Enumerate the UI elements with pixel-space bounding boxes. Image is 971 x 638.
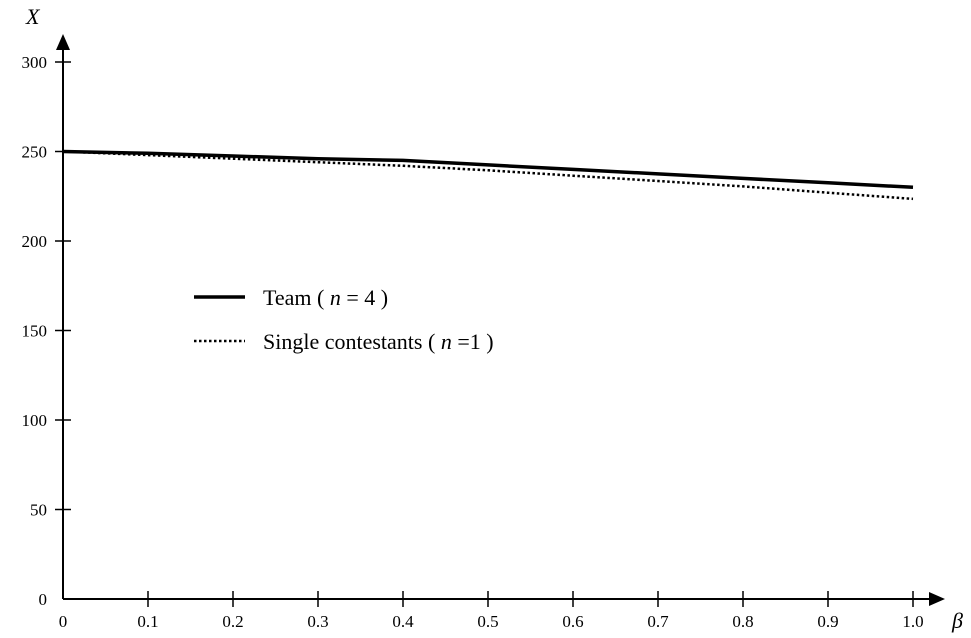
y-axis-title: X — [25, 4, 41, 29]
x-tick-label: 0.1 — [137, 612, 158, 631]
x-tick-label: 0.8 — [732, 612, 753, 631]
series-lines — [62, 149, 914, 201]
series-line-2 — [62, 150, 914, 201]
y-tick-label: 0 — [39, 590, 48, 609]
y-tick-label: 50 — [30, 501, 47, 520]
axes — [56, 34, 945, 606]
y-tick-label: 150 — [22, 322, 48, 341]
y-tick-label: 250 — [22, 143, 48, 162]
y-tick-label: 200 — [22, 232, 48, 251]
x-axis-title: β — [951, 608, 963, 633]
legend-label-2: Single contestants ( n =1 ) — [263, 329, 494, 354]
x-tick-label: 0.3 — [307, 612, 328, 631]
x-tick-label: 0.2 — [222, 612, 243, 631]
legend-label-1: Team ( n = 4 ) — [263, 285, 388, 310]
x-tick-label: 0.5 — [477, 612, 498, 631]
x-tick-label: 0.4 — [392, 612, 414, 631]
x-tick-label: 0.9 — [817, 612, 838, 631]
tick-labels: 0 0.1 0.2 0.3 0.4 0.5 0.6 0.7 0.8 0.9 1.0 0 50 100 150… — [22, 53, 924, 631]
y-axis-arrow — [56, 34, 70, 50]
x-tick-label: 0 — [59, 612, 68, 631]
y-tick-label: 100 — [22, 411, 48, 430]
x-tick-label: 0.7 — [647, 612, 669, 631]
x-tick-label: 1.0 — [902, 612, 923, 631]
x-axis-arrow — [929, 592, 945, 606]
legend: Team ( n = 4 ) Single contestants ( n =1 … — [194, 285, 494, 354]
y-tick-label: 300 — [22, 53, 48, 72]
series-line-1 — [62, 149, 914, 190]
x-tick-label: 0.6 — [562, 612, 583, 631]
